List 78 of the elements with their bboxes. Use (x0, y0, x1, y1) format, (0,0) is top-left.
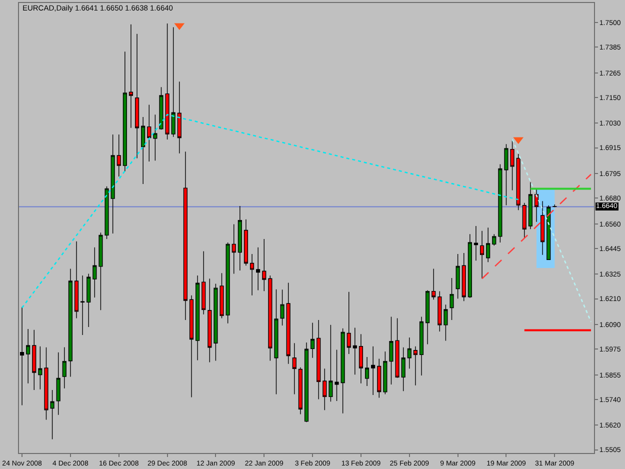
candlestick (444, 304, 448, 342)
candlestick (407, 337, 412, 369)
candlestick (426, 290, 430, 345)
candlestick (268, 275, 272, 362)
candlestick (134, 33, 140, 159)
candlestick (552, 204, 557, 208)
candlestick (250, 254, 254, 296)
candlestick (32, 329, 36, 390)
candlestick (116, 134, 121, 177)
candlestick (86, 273, 91, 328)
candlestick (26, 328, 30, 384)
candlestick (226, 242, 230, 324)
candlestick (274, 289, 278, 395)
candlestick (20, 306, 24, 406)
candlestick (280, 289, 284, 326)
candlestick (74, 241, 79, 319)
candlestick (92, 247, 97, 298)
candlestick (432, 268, 436, 300)
candlestick (340, 328, 345, 414)
candlestick (438, 290, 442, 332)
candlestick (413, 346, 418, 386)
line-series (481, 174, 592, 280)
candlestick (346, 292, 351, 354)
candlestick (383, 351, 388, 395)
candlestick (56, 352, 60, 416)
candlestick (419, 316, 424, 376)
candlestick (352, 327, 357, 375)
candlestick (68, 268, 72, 378)
candlestick (534, 189, 539, 222)
candlestick (528, 182, 532, 230)
candlestick (492, 234, 496, 246)
candlestick (262, 238, 266, 292)
candlestick (171, 26, 176, 138)
candlestick (147, 104, 152, 162)
candlestick (540, 200, 545, 256)
candlestick (546, 205, 551, 260)
line-series (21, 114, 519, 308)
candlestick (310, 322, 315, 358)
candlestick (208, 278, 212, 363)
candlestick (304, 342, 309, 423)
candlestick (153, 114, 158, 161)
candlestick (371, 346, 376, 396)
candlestick (401, 347, 406, 392)
candlestick (189, 295, 194, 398)
candlestick (468, 234, 472, 298)
candlestick (298, 366, 302, 415)
candlestick (38, 346, 42, 390)
candlestick (498, 164, 502, 243)
candlestick (128, 24, 134, 128)
candlestick (62, 346, 66, 389)
candlestick (286, 282, 290, 364)
candlestick (183, 151, 188, 320)
candlestick (474, 226, 478, 262)
candlestick (450, 278, 454, 320)
candlestick (202, 250, 206, 315)
candlestick (364, 356, 370, 386)
candlestick (322, 368, 327, 411)
candlestick (256, 247, 260, 291)
candlestick (141, 116, 146, 184)
candlestick (292, 342, 296, 395)
line-series (512, 138, 592, 322)
candlestick (456, 254, 460, 299)
candlestick (377, 358, 382, 398)
candlestick (358, 334, 364, 384)
candlestick (238, 206, 242, 271)
candlestick (516, 154, 520, 210)
candlestick (316, 320, 321, 400)
candlestick (244, 218, 248, 266)
candlestick (486, 227, 490, 263)
candlestick (177, 81, 182, 154)
candlestick (462, 252, 466, 302)
candlestick (232, 224, 236, 274)
candlestick (480, 230, 484, 279)
candlestick (80, 275, 85, 336)
candlestick (110, 134, 115, 234)
candlestick (122, 51, 127, 172)
candlestick (196, 275, 200, 361)
candlestick (522, 202, 526, 239)
